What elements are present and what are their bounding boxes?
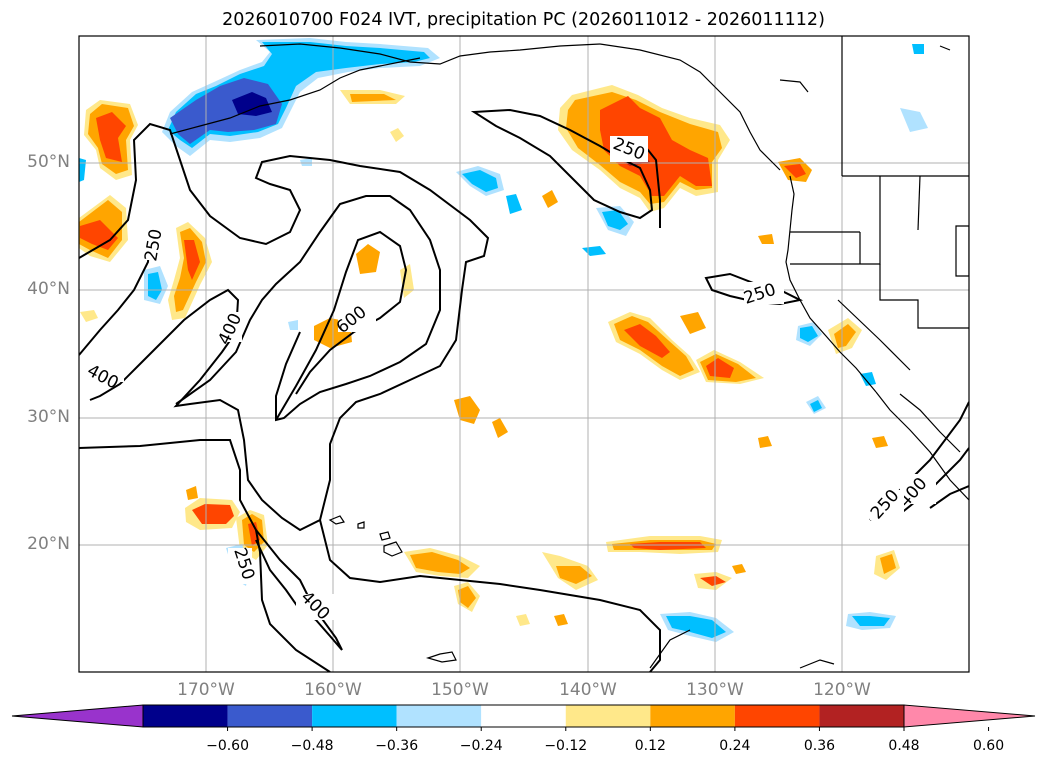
precip-blob (556, 566, 592, 584)
precip-blob (758, 234, 774, 244)
colorbar-bin (650, 705, 735, 727)
precip-blob (732, 564, 746, 574)
ivt-contour-250 (929, 485, 969, 509)
colorbar-tick-label: −0.12 (544, 738, 588, 754)
lon-label: 170°W (177, 680, 235, 700)
precip-blob (288, 320, 298, 330)
precip-blob (350, 94, 396, 102)
precip-blob (80, 310, 98, 322)
precip-blob (300, 158, 312, 166)
precip-blob (516, 614, 530, 626)
precip-blob (184, 240, 200, 280)
lat-label: 30°N (27, 407, 70, 427)
ivt-contour-250 (255, 529, 331, 672)
precip-blob (390, 128, 404, 142)
precip-blob (232, 92, 272, 116)
precip-blob (80, 220, 118, 250)
precip-blob (860, 372, 876, 386)
precip-blob (900, 108, 928, 132)
precip-blob (666, 616, 726, 638)
contour-labels: 250 400 400 600 250 250 400 250 400 250 (84, 134, 936, 624)
colorbar-tick-label: −0.48 (290, 738, 334, 754)
precip-blob (458, 586, 476, 608)
colorbar-tick-label: −0.60 (206, 738, 249, 754)
precip-blob (872, 436, 888, 448)
precip-positive-anomalies (79, 85, 900, 626)
lat-label: 50°N (27, 152, 70, 172)
colorbar-bin (143, 705, 228, 727)
precip-blob (542, 190, 558, 208)
precip-blob (700, 576, 726, 586)
colorbar-tick-label: 0.60 (972, 738, 1005, 754)
precip-blob (506, 194, 522, 214)
colorbar-over-extend (903, 704, 1036, 728)
colorbar-tick-label: 0.24 (719, 738, 751, 754)
precip-blob (880, 554, 896, 574)
precip-blob (784, 164, 806, 178)
precip-blob (912, 44, 924, 54)
precip-blob (600, 96, 712, 196)
precip-blob (834, 324, 856, 348)
ivt-contour-400 (175, 195, 441, 422)
colorbar-bin (565, 705, 651, 727)
precip-blob (192, 504, 234, 524)
colorbar-bin (227, 705, 313, 727)
coastlines (169, 36, 969, 669)
precip-blob (800, 326, 818, 342)
precip-blob (706, 358, 734, 378)
precip-blob (462, 170, 498, 192)
colorbar-tick-label: 0.48 (888, 738, 920, 754)
precip-blob (410, 552, 470, 574)
colorbar-tick-label: −0.24 (459, 738, 503, 754)
lon-label: 140°W (559, 680, 617, 700)
graticule (79, 36, 969, 672)
lon-label: 150°W (431, 680, 489, 700)
map-background (79, 36, 969, 672)
precip-blob (554, 614, 568, 626)
colorbar-bin (481, 705, 566, 727)
lon-label: 130°W (686, 680, 744, 700)
lat-label: 40°N (27, 279, 70, 299)
precip-blob (148, 272, 162, 300)
precip-blob (680, 312, 706, 334)
precip-blob (758, 436, 772, 448)
precip-blob (624, 324, 670, 358)
map-frame (78, 35, 970, 673)
precip-blob (810, 400, 822, 412)
ivt-contour-250 (704, 272, 804, 306)
precip-blob (186, 486, 198, 500)
precip-blob (356, 244, 380, 274)
ivt-contour-250 (319, 519, 661, 672)
colorbar-bin (734, 705, 820, 727)
precip-blob (96, 112, 126, 162)
precip-blob (79, 158, 86, 182)
colorbar (11, 704, 1036, 731)
ivt-contour-250 (470, 108, 654, 220)
colorbar-bin (396, 705, 482, 727)
lat-label: 20°N (27, 534, 70, 554)
colorbar-tick-label: −0.36 (375, 738, 419, 754)
colorbar-tick-label: 0.36 (803, 738, 836, 754)
colorbar-tick-label: 0.12 (634, 738, 666, 754)
map-title: 2026010700 F024 IVT, precipitation PC (2… (222, 10, 825, 30)
colorbar-under-extend (11, 704, 144, 728)
lon-label: 160°W (304, 680, 362, 700)
precip-blob (492, 418, 508, 438)
precip-blob (602, 210, 628, 230)
colorbar-bin (819, 705, 904, 727)
colorbar-frame (142, 704, 905, 728)
colorbar-bin (312, 705, 397, 727)
precip-blob (852, 616, 890, 626)
precip-blob (630, 542, 706, 550)
lon-label: 120°W (813, 680, 871, 700)
ivt-contour-600 (275, 230, 408, 421)
